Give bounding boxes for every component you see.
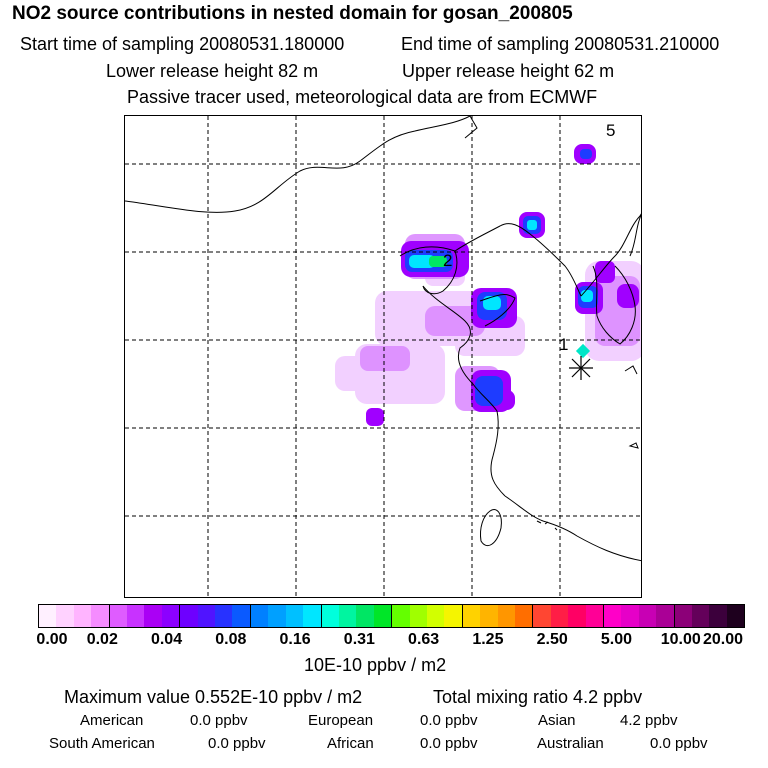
region-name: Asian <box>538 712 576 729</box>
color-scale-bar <box>38 604 745 628</box>
color-swatch <box>268 605 286 627</box>
maximum-value: Maximum value 0.552E-10 ppbv / m2 <box>64 687 363 707</box>
color-swatch <box>709 605 727 627</box>
color-swatch <box>56 605 74 627</box>
sampling-end-time: End time of sampling 20080531.210000 <box>401 34 720 54</box>
color-swatch <box>180 605 198 627</box>
color-swatch <box>356 605 374 627</box>
color-swatch <box>726 605 745 627</box>
color-swatch <box>109 605 128 627</box>
colorbar-tick-label: 0.16 <box>279 631 311 648</box>
color-swatch <box>215 605 233 627</box>
region-value: 4.2 ppbv <box>620 712 678 729</box>
color-swatch <box>514 605 534 627</box>
colorbar-unit: 10E-10 ppbv / m2 <box>304 655 447 675</box>
colorbar-tick-label: 2.50 <box>536 631 568 648</box>
color-swatch <box>91 605 110 627</box>
color-swatch <box>409 605 427 627</box>
color-swatch <box>497 605 515 627</box>
colorbar-tick-label: 10.00 <box>660 631 701 648</box>
marker-label: 2 <box>443 251 452 270</box>
color-swatch <box>303 605 322 627</box>
color-swatch <box>462 605 481 627</box>
region-value: 0.0 ppbv <box>420 712 478 729</box>
map-panel: 1 2 5 <box>124 115 642 598</box>
color-swatch <box>692 605 710 627</box>
receptor-star-icon <box>569 356 593 380</box>
color-swatch <box>197 605 216 627</box>
region-value: 0.0 ppbv <box>420 735 478 752</box>
color-swatch <box>656 605 675 627</box>
color-swatch <box>392 605 410 627</box>
tracer-note: Passive tracer used, meteorological data… <box>127 87 598 107</box>
marker-label: 1 <box>559 335 568 354</box>
marker-label: 5 <box>606 121 615 140</box>
region-value: 0.0 ppbv <box>650 735 708 752</box>
color-swatch <box>161 605 181 627</box>
total-mixing-ratio: Total mixing ratio 4.2 ppbv <box>433 687 643 707</box>
color-swatch <box>338 605 357 627</box>
color-swatch <box>621 605 639 627</box>
color-swatch <box>373 605 393 627</box>
color-swatch <box>250 605 269 627</box>
color-swatch <box>638 605 657 627</box>
color-swatch <box>480 605 498 627</box>
color-swatch <box>550 605 569 627</box>
region-name: American <box>80 712 144 729</box>
colorbar-tick-label: 0.04 <box>150 631 183 648</box>
sampling-start-time: Start time of sampling 20080531.180000 <box>20 34 345 54</box>
color-swatch <box>444 605 463 627</box>
color-swatch <box>39 605 57 627</box>
color-swatch <box>426 605 445 627</box>
map-canvas: 1 2 5 <box>125 116 641 597</box>
lower-release-height: Lower release height 82 m <box>106 61 319 81</box>
color-swatch <box>674 605 693 627</box>
color-swatch <box>73 605 92 627</box>
colorbar-tick-label: 5.00 <box>600 631 633 648</box>
colorbar-tick-label: 20.00 <box>702 631 744 648</box>
region-name: African <box>327 735 374 752</box>
region-name: South American <box>49 735 155 752</box>
color-swatch <box>127 605 145 627</box>
color-swatch <box>321 605 339 627</box>
lat-lon-grid <box>125 116 641 597</box>
color-swatch <box>604 605 622 627</box>
region-value: 0.0 ppbv <box>190 712 248 729</box>
colorbar-tick-label: 0.08 <box>215 631 247 648</box>
colorbar-tick-label: 0.00 <box>36 631 68 648</box>
region-name: European <box>308 712 374 729</box>
map-title: NO2 source contributions in nested domai… <box>12 3 573 24</box>
color-swatch <box>285 605 304 627</box>
color-swatch <box>568 605 586 627</box>
color-swatch <box>232 605 251 627</box>
coastlines <box>125 116 641 562</box>
color-swatch <box>533 605 551 627</box>
region-name: Australian <box>537 735 604 752</box>
colorbar-tick-label: 0.31 <box>343 631 375 648</box>
concentration-field <box>335 144 641 426</box>
colorbar-tick-label: 0.02 <box>86 631 118 648</box>
color-swatch <box>144 605 162 627</box>
colorbar-tick-label: 1.25 <box>472 631 504 648</box>
color-swatch <box>585 605 604 627</box>
region-value: 0.0 ppbv <box>208 735 266 752</box>
colorbar-tick-label: 0.63 <box>408 631 440 648</box>
upper-release-height: Upper release height 62 m <box>402 61 615 81</box>
